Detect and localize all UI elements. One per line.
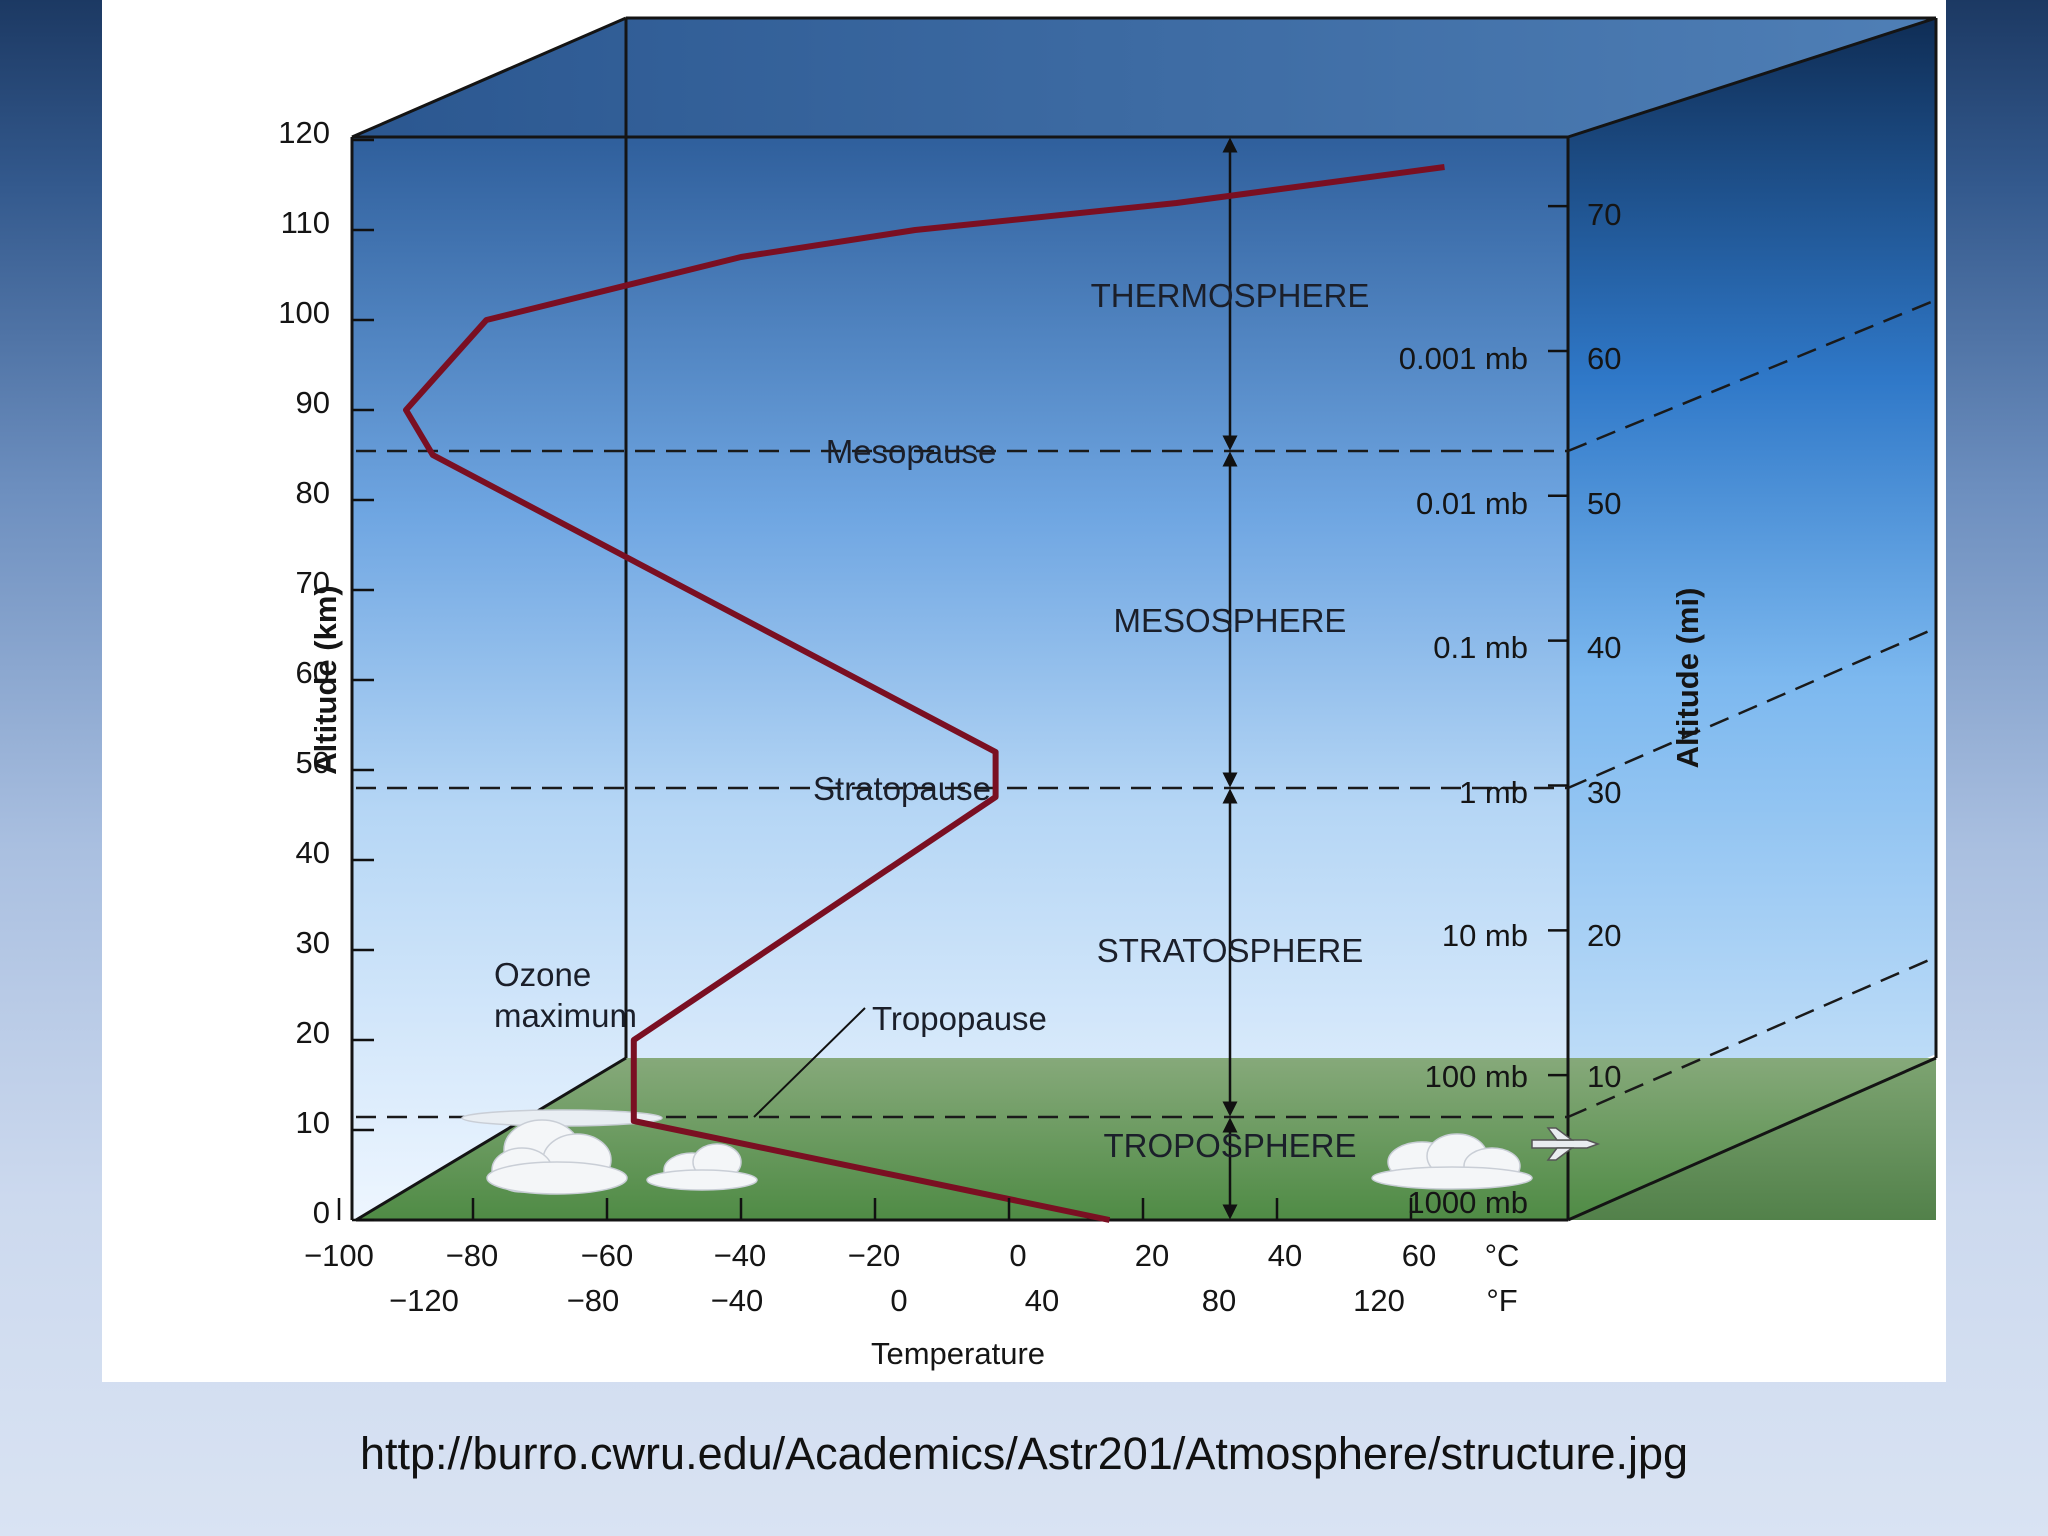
tick-c-m80: −80 xyxy=(446,1238,499,1273)
atmosphere-structure-diagram: 0 10 20 30 40 50 60 70 80 90 100 110 120… xyxy=(278,16,1938,1371)
tick-f-m40: −40 xyxy=(711,1283,764,1318)
tick-km-60: 60 xyxy=(296,655,330,690)
cumulus-cloud-icon xyxy=(646,1143,758,1191)
unit-celsius: °C xyxy=(1485,1238,1520,1273)
pressure-0.01mb: 0.01 mb xyxy=(1416,486,1528,521)
figure-panel: 0 10 20 30 40 50 60 70 80 90 100 110 120… xyxy=(102,0,1946,1382)
box-right-face xyxy=(1568,18,1936,1220)
layer-stratosphere: STRATOSPHERE xyxy=(1097,932,1364,969)
tick-f-0: 0 xyxy=(890,1283,907,1318)
tick-f-80: 80 xyxy=(1202,1283,1236,1318)
tick-mi-60: 60 xyxy=(1587,341,1621,376)
tick-c-m100: −100 xyxy=(304,1238,374,1273)
ozone-label-line1: Ozone xyxy=(494,956,591,993)
tick-km-20: 20 xyxy=(296,1015,330,1050)
tick-km-0: 0 xyxy=(313,1195,330,1230)
tick-c-m60: −60 xyxy=(581,1238,634,1273)
layer-names: TROPOSPHERE STRATOSPHERE MESOSPHERE THER… xyxy=(1091,277,1370,1164)
tick-km-70: 70 xyxy=(296,565,330,600)
pressure-0.001mb: 0.001 mb xyxy=(1399,341,1528,376)
tick-mi-40: 40 xyxy=(1587,630,1621,665)
layer-thermosphere: THERMOSPHERE xyxy=(1091,277,1370,314)
pressure-100mb: 100 mb xyxy=(1425,1059,1528,1094)
tick-f-m80: −80 xyxy=(567,1283,620,1318)
tick-km-90: 90 xyxy=(296,385,330,420)
label-mesopause: Mesopause xyxy=(826,433,997,470)
tick-km-110: 110 xyxy=(281,205,330,240)
tick-c-60: 60 xyxy=(1402,1238,1436,1273)
y-axis-left: 0 10 20 30 40 50 60 70 80 90 100 110 120… xyxy=(278,115,343,1230)
tropopause-leader-line xyxy=(753,1007,866,1118)
tick-km-100: 100 xyxy=(278,295,330,330)
unit-fahrenheit: °F xyxy=(1486,1283,1517,1318)
tick-c-40: 40 xyxy=(1268,1238,1302,1273)
tropopause-side xyxy=(1567,955,1937,1119)
x-axis-label: Temperature xyxy=(871,1336,1045,1371)
tick-mi-10: 10 xyxy=(1587,1059,1621,1094)
layer-troposphere: TROPOSPHERE xyxy=(1103,1127,1356,1164)
tick-c-m40: −40 xyxy=(714,1238,767,1273)
airplane-icon xyxy=(1531,1127,1601,1161)
tick-mi-20: 20 xyxy=(1587,918,1621,953)
tick-mi-50: 50 xyxy=(1587,486,1621,521)
tick-c-0: 0 xyxy=(1009,1238,1026,1273)
box-front-face xyxy=(352,137,1568,1220)
mesopause-side xyxy=(1567,298,1937,453)
ozone-label-line2: maximum xyxy=(494,997,637,1034)
axis-tick-marks xyxy=(337,138,1568,1222)
pressure-10mb: 10 mb xyxy=(1442,918,1528,953)
tick-mi-30: 30 xyxy=(1587,775,1621,810)
pressure-1mb: 1 mb xyxy=(1459,775,1528,810)
tick-km-80: 80 xyxy=(296,475,330,510)
tick-km-50: 50 xyxy=(296,745,330,780)
ozone-maximum-label: Ozone maximum xyxy=(494,956,637,1034)
y-axis-right-label: Altitude (mi) xyxy=(1670,588,1705,769)
tick-km-30: 30 xyxy=(296,925,330,960)
pressure-labels: 1000 mb 100 mb 10 mb 1 mb 0.1 mb 0.01 mb… xyxy=(1399,341,1528,1220)
tick-mi-70: 70 xyxy=(1587,197,1621,232)
tick-c-m20: −20 xyxy=(848,1238,901,1273)
cumulus-cloud-right-icon xyxy=(1371,1133,1533,1190)
source-url-caption: http://burro.cwru.edu/Academics/Astr201/… xyxy=(359,1428,1689,1479)
pause-labels: Tropopause Stratopause Mesopause xyxy=(813,433,1047,1037)
y-axis-left-label: Altitude (km) xyxy=(308,585,343,774)
tick-km-10: 10 xyxy=(296,1105,330,1140)
tick-f-m120: −120 xyxy=(389,1283,459,1318)
thunderstorm-cloud-icon xyxy=(461,1109,663,1195)
tick-km-40: 40 xyxy=(296,835,330,870)
y-axis-right: 10 20 30 40 50 60 70 Altitude (mi) xyxy=(1587,197,1705,1094)
tick-f-40: 40 xyxy=(1025,1283,1059,1318)
pressure-0.1mb: 0.1 mb xyxy=(1433,630,1528,665)
stratopause-side xyxy=(1567,626,1937,790)
label-tropopause: Tropopause xyxy=(872,1000,1047,1037)
temperature-profile-line xyxy=(403,164,1445,1223)
box-edges xyxy=(350,16,1938,1222)
layer-mesosphere: MESOSPHERE xyxy=(1114,602,1347,639)
x-axis: −100 −80 −60 −40 −20 0 20 40 60 °C −120 … xyxy=(304,1238,1519,1371)
tick-km-120: 120 xyxy=(278,115,330,150)
pressure-1000mb: 1000 mb xyxy=(1407,1185,1528,1220)
box-top-face xyxy=(352,18,1936,137)
label-stratopause: Stratopause xyxy=(813,770,991,807)
tick-f-120: 120 xyxy=(1353,1283,1405,1318)
tick-c-20: 20 xyxy=(1135,1238,1169,1273)
pause-lines xyxy=(356,298,1937,1119)
